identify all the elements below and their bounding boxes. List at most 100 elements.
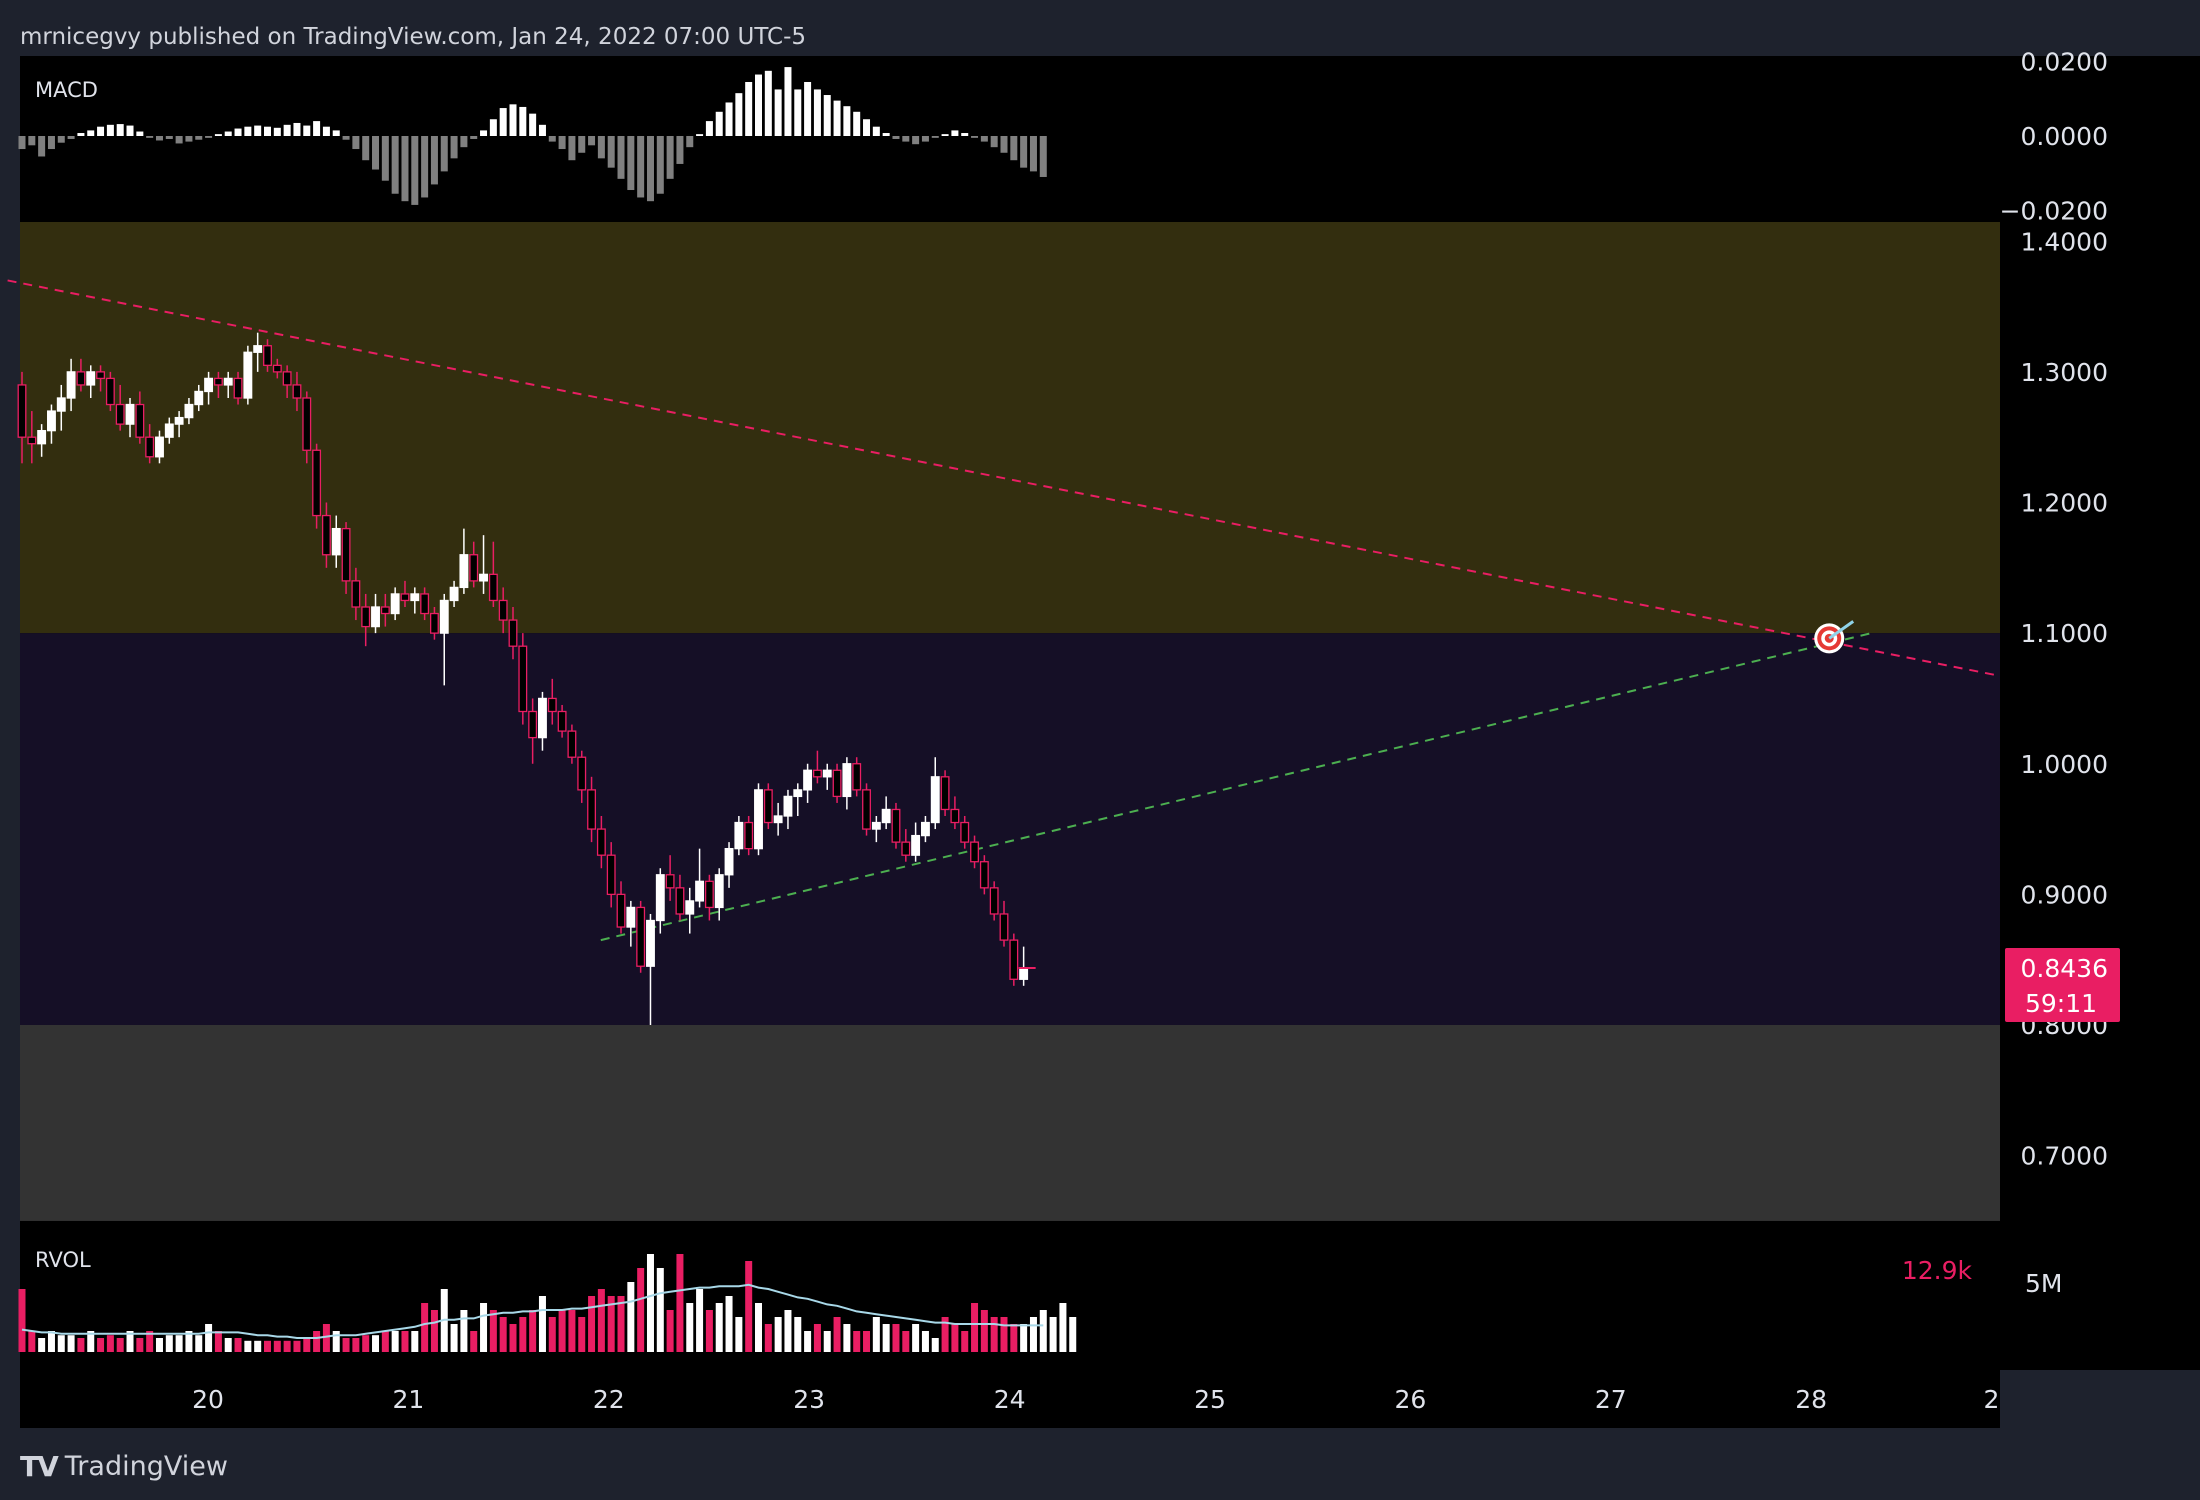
target-icon: [1814, 620, 1855, 654]
price-pane[interactable]: [7, 279, 2002, 1025]
macd-bar: [588, 136, 596, 146]
volume-bar: [617, 1296, 625, 1352]
volume-bar: [47, 1331, 55, 1352]
volume-bar: [430, 1310, 438, 1352]
macd-bar: [676, 136, 684, 164]
candle-body: [773, 815, 783, 824]
candle-body: [538, 697, 547, 739]
candle-body: [204, 377, 214, 393]
footer: TV TradingView: [20, 1448, 228, 1484]
candle-body: [341, 527, 351, 582]
candle-body: [724, 848, 734, 876]
macd-bar: [755, 74, 762, 136]
volume-bar: [57, 1335, 65, 1352]
macd-bar: [401, 136, 409, 202]
volume-bar: [165, 1335, 173, 1352]
candle-body: [253, 345, 263, 353]
macd-bar: [362, 136, 370, 161]
macd-bar: [941, 134, 949, 136]
candle-body: [321, 514, 331, 556]
volume-bar: [283, 1340, 291, 1352]
candle-body: [56, 397, 66, 412]
macd-pane: [18, 67, 1047, 205]
macd-bar: [87, 130, 95, 136]
volume-bar: [155, 1338, 163, 1352]
volume-bar: [352, 1338, 360, 1352]
candle-body: [803, 769, 813, 791]
macd-bar: [735, 93, 743, 136]
volume-bar: [666, 1310, 674, 1352]
candle-body: [881, 808, 891, 824]
candle-body: [371, 606, 380, 628]
volume-bar: [185, 1331, 193, 1352]
macd-bar: [116, 124, 124, 136]
volume-bar: [273, 1340, 281, 1352]
volume-bar: [126, 1331, 134, 1352]
volume-bar: [77, 1338, 85, 1352]
candle-body: [145, 436, 155, 458]
volume-bar: [961, 1331, 969, 1352]
volume-bar: [853, 1331, 861, 1352]
macd-bar: [764, 70, 772, 136]
macd-bar: [568, 136, 576, 161]
last-price-tag: 0.8436 59:11: [2005, 948, 2120, 1022]
candle-body: [842, 763, 852, 798]
last-price-label: 0.8436: [2021, 954, 2108, 983]
volume-bar: [794, 1317, 802, 1352]
candle-body: [783, 795, 793, 817]
price-axis-background: [2000, 56, 2200, 1428]
support-trend-line: [600, 632, 1872, 942]
candle-body: [155, 436, 164, 458]
volume-bar: [529, 1310, 537, 1352]
volume-bar: [607, 1296, 615, 1352]
candle-body: [115, 403, 125, 425]
candle-body: [449, 586, 459, 602]
volume-bar: [813, 1324, 821, 1352]
candle-body: [312, 449, 322, 517]
candle-body: [862, 789, 871, 830]
volume-bar: [244, 1340, 252, 1352]
time-axis-background: [20, 1370, 2000, 1428]
candle-body: [498, 599, 508, 621]
candle-body: [96, 371, 106, 380]
macd-bar: [529, 113, 537, 136]
volume-bar: [980, 1310, 988, 1352]
volume-bar: [421, 1303, 429, 1352]
volume-bar: [264, 1340, 271, 1352]
macd-bar: [774, 89, 782, 136]
volume-bar: [578, 1317, 586, 1352]
macd-bar: [1020, 136, 1028, 168]
candle-body: [380, 606, 390, 615]
candle-body: [547, 697, 557, 713]
price-zones: [20, 222, 2000, 1221]
macd-bar: [273, 127, 281, 136]
candle-body: [950, 808, 960, 824]
macd-bar: [185, 136, 193, 142]
candle-body: [871, 821, 881, 830]
candle-body: [518, 645, 528, 713]
macd-bar: [450, 136, 458, 159]
macd-bar: [1010, 136, 1018, 161]
candle-body: [655, 874, 665, 922]
macd-bar: [980, 136, 988, 142]
macd-bar: [863, 119, 871, 136]
macd-bar: [460, 136, 468, 148]
volume-bar: [372, 1335, 380, 1352]
macd-bar: [833, 100, 841, 136]
macd-bar: [57, 136, 65, 143]
macd-bar: [1039, 136, 1047, 177]
volume-bar: [696, 1289, 704, 1352]
macd-bar: [381, 136, 389, 181]
candle-body: [390, 593, 400, 615]
volume-bar: [1059, 1303, 1067, 1352]
macd-axis-tick: −0.0200: [2000, 197, 2108, 226]
candle-body: [695, 880, 705, 902]
macd-bar: [146, 136, 154, 138]
volume-bar: [175, 1335, 183, 1352]
volume-bar: [401, 1331, 409, 1352]
volume-bar: [97, 1338, 105, 1352]
volume-bar: [725, 1296, 733, 1352]
candle-body: [587, 789, 597, 830]
